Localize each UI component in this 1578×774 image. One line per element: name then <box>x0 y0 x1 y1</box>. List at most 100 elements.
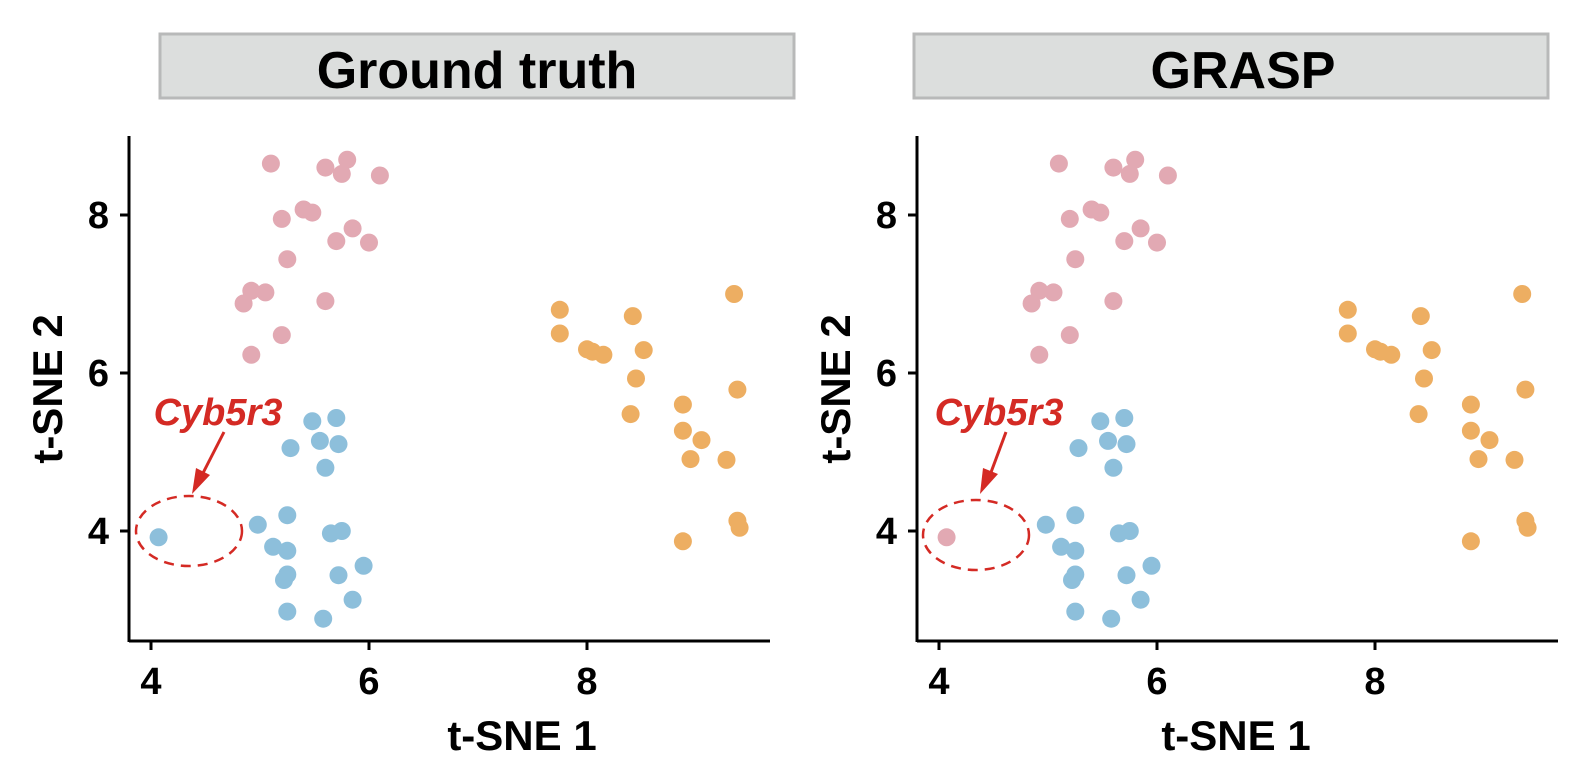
scatter-point <box>728 380 747 399</box>
scatter-point <box>730 518 749 537</box>
annotation-label: Cyb5r3 <box>154 392 283 434</box>
scatter-point <box>332 164 351 183</box>
annotation-ellipse <box>134 494 244 568</box>
x-axis-title: t-SNE 1 <box>1161 712 1310 759</box>
scatter-point <box>264 537 283 556</box>
scatter-point <box>310 431 329 450</box>
scatter-point <box>1409 405 1428 424</box>
scatter-point <box>242 345 261 364</box>
scatter-point <box>1158 166 1177 185</box>
annotation-cyb5r3: Cyb5r3 <box>921 392 1064 572</box>
y-tick-label: 4 <box>88 511 109 553</box>
panel-title-strip <box>912 32 1550 100</box>
panel-ground-truth: Ground truth t-SNE 1 t-SNE 2 4 6 8 4 6 8 Cyb5… <box>24 32 796 759</box>
scatter-point <box>1461 532 1480 551</box>
scatter-point <box>1036 515 1055 534</box>
scatter-point <box>338 150 357 169</box>
annotation-arrow-shaft <box>200 431 226 476</box>
scatter-point <box>1102 609 1121 628</box>
scatter-point <box>1148 233 1166 252</box>
scatter-point <box>1091 203 1110 222</box>
x-tick-label: 4 <box>140 661 161 703</box>
scatter-points <box>149 150 749 628</box>
scatter-point <box>316 292 335 311</box>
scatter-point <box>594 345 613 364</box>
annotation-label: Cyb5r3 <box>935 392 1064 434</box>
scatter-point <box>937 528 956 547</box>
scatter-point <box>1044 283 1063 302</box>
panel-grasp: GRASP t-SNE 1 t-SNE 2 4 6 8 4 6 8 Cyb5r3 <box>812 32 1558 759</box>
scatter-point <box>673 395 692 414</box>
y-tick-label: 6 <box>88 353 109 395</box>
scatter-point <box>1099 431 1117 450</box>
panel-title-strip <box>158 32 796 100</box>
annotation-arrow-shaft <box>988 431 1008 476</box>
y-axis-title: t-SNE 2 <box>24 314 71 463</box>
scatter-point <box>316 458 335 477</box>
x-axis-title: t-SNE 1 <box>447 712 596 759</box>
x-tick-label: 6 <box>1146 661 1167 703</box>
scatter-point <box>550 300 569 319</box>
scatter-point <box>692 431 711 450</box>
scatter-point <box>343 590 362 609</box>
scatter-point <box>634 341 653 360</box>
annotation-arrow-head <box>980 468 998 494</box>
scatter-point <box>1117 435 1136 454</box>
scatter-point <box>278 250 297 269</box>
scatter-point <box>1049 154 1068 173</box>
scatter-point <box>314 609 333 628</box>
y-tick-label: 8 <box>876 195 897 237</box>
scatter-point <box>623 307 642 326</box>
scatter-point <box>1411 307 1430 326</box>
scatter-point <box>1516 380 1535 399</box>
scatter-point <box>327 232 346 251</box>
scatter-point <box>272 209 291 228</box>
scatter-point <box>1120 164 1139 183</box>
scatter-point <box>1131 219 1150 238</box>
scatter-point <box>278 506 297 525</box>
scatter-point <box>256 283 275 302</box>
scatter-point <box>278 541 297 560</box>
scatter-point <box>303 203 322 222</box>
scatter-point <box>627 369 645 388</box>
scatter-point <box>550 324 569 343</box>
scatter-point <box>717 450 736 469</box>
scatter-point <box>1066 250 1085 269</box>
scatter-point <box>1066 602 1085 621</box>
scatter-point <box>1052 537 1071 556</box>
scatter-point <box>673 421 692 440</box>
scatter-point <box>248 515 267 534</box>
scatter-point <box>1030 345 1049 364</box>
panel-title: GRASP <box>1151 42 1336 100</box>
scatter-point <box>149 528 168 547</box>
scatter-point <box>1022 294 1041 313</box>
scatter-point <box>1117 566 1136 585</box>
annotation-arrow-head <box>192 468 210 494</box>
scatter-point <box>327 409 346 427</box>
axis-ticks: 4 6 8 4 6 8 <box>876 195 1386 703</box>
scatter-point <box>1060 326 1079 345</box>
scatter-point <box>1131 590 1150 609</box>
x-tick-label: 4 <box>928 661 949 703</box>
scatter-point <box>1461 395 1480 414</box>
scatter-point <box>1518 518 1537 537</box>
scatter-point <box>370 166 389 185</box>
scatter-point <box>1069 439 1088 458</box>
scatter-points <box>937 150 1537 628</box>
scatter-point <box>1338 324 1357 343</box>
scatter-point <box>354 556 373 575</box>
scatter-point <box>1115 409 1134 427</box>
scatter-point <box>725 285 744 303</box>
scatter-point <box>681 450 700 469</box>
scatter-point <box>1104 292 1123 311</box>
x-tick-label: 6 <box>358 661 379 703</box>
annotation-ellipse <box>921 498 1031 572</box>
scatter-point <box>360 233 378 252</box>
scatter-point <box>316 158 335 177</box>
scatter-point <box>272 326 291 345</box>
y-tick-label: 6 <box>876 353 897 395</box>
scatter-point <box>1120 522 1139 540</box>
scatter-point <box>1091 412 1110 431</box>
scatter-point <box>1461 421 1480 440</box>
